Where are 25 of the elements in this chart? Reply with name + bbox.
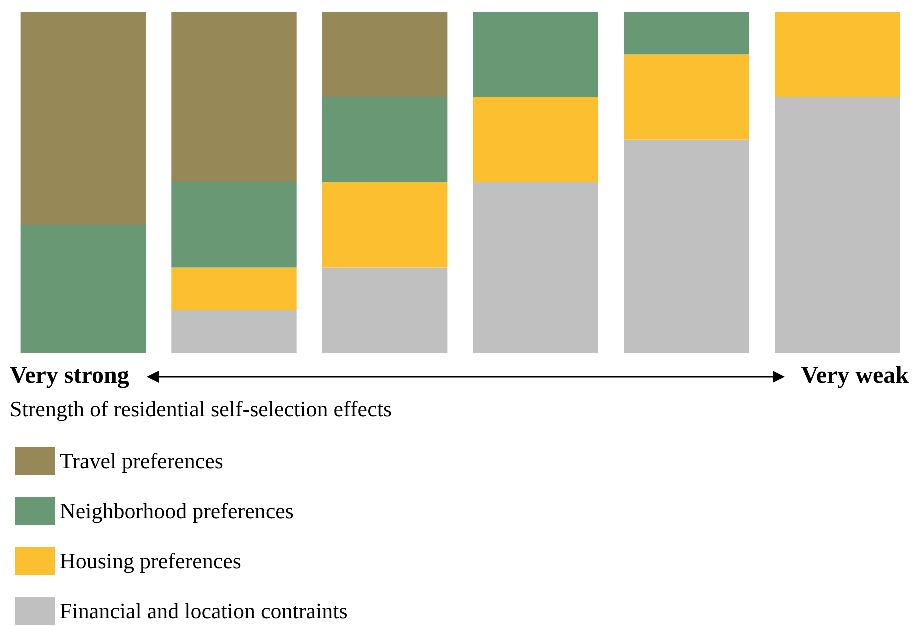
legend-label: Neighborhood preferences [60,498,294,524]
bar [172,182,297,268]
bar [473,12,599,98]
bar [473,97,599,182]
bar [473,182,599,353]
text: Very strong [10,363,130,389]
bar [20,225,146,353]
x-axis-title: Strength of residential self-selection effects [10,396,392,422]
bar [774,12,900,98]
bar [172,12,297,182]
bar [20,12,146,226]
legend-label: Financial and location contraints [60,598,348,624]
legend-label: Housing preferences [60,548,242,574]
bar [322,97,448,182]
bar [624,140,750,353]
bar [322,268,448,353]
bar [172,310,297,353]
bar [624,54,750,140]
bar [322,182,448,268]
bar [172,268,297,310]
legend-label: Travel preferences [60,448,224,474]
bar [774,97,900,353]
bar [624,12,750,55]
bar [322,12,448,98]
text: Very weak [801,363,910,389]
